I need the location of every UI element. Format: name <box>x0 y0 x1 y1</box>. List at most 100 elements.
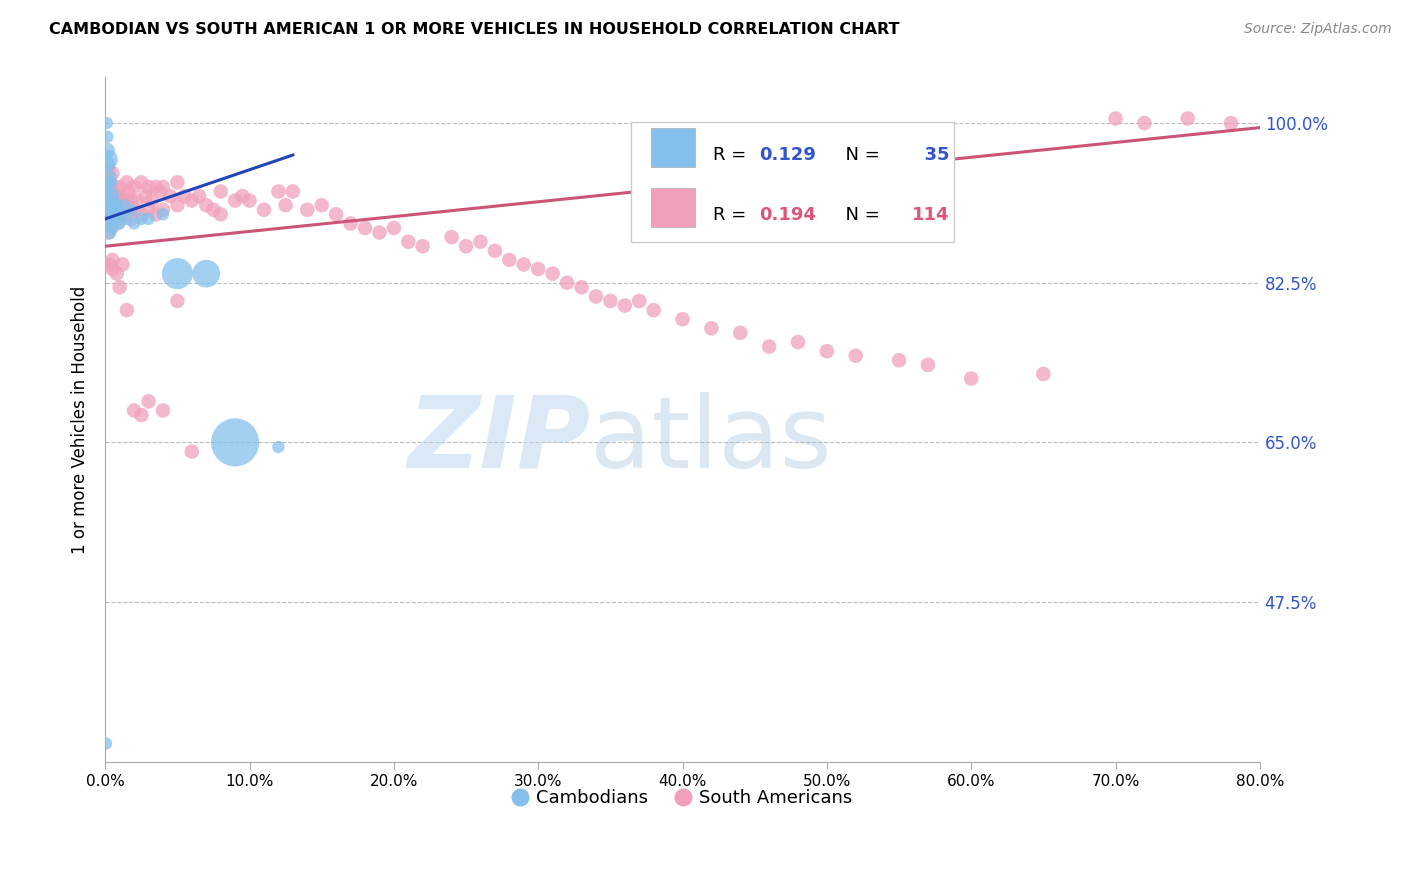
Point <box>110 207 132 221</box>
Point <box>111 258 134 272</box>
Point <box>98 189 121 203</box>
Point <box>103 207 125 221</box>
Point <box>138 202 160 217</box>
Point <box>787 334 810 349</box>
Point <box>166 198 188 212</box>
Point <box>96 144 118 158</box>
Point <box>114 207 136 221</box>
FancyBboxPatch shape <box>651 188 695 227</box>
Point <box>152 180 174 194</box>
Point <box>730 326 752 340</box>
Point <box>887 353 910 368</box>
Point <box>145 180 167 194</box>
Point <box>96 198 118 212</box>
Point <box>960 371 983 385</box>
Point <box>325 207 347 221</box>
Point <box>513 258 536 272</box>
Point <box>111 189 134 203</box>
Point <box>96 180 118 194</box>
Text: CAMBODIAN VS SOUTH AMERICAN 1 OR MORE VEHICLES IN HOUSEHOLD CORRELATION CHART: CAMBODIAN VS SOUTH AMERICAN 1 OR MORE VE… <box>49 22 900 37</box>
Point <box>120 211 142 226</box>
Point <box>97 170 120 185</box>
Text: ZIP: ZIP <box>408 392 591 489</box>
Point <box>98 207 121 221</box>
Point <box>412 239 434 253</box>
Point <box>117 185 139 199</box>
Point <box>267 440 290 454</box>
Point <box>152 207 174 221</box>
Point <box>122 202 145 217</box>
Point <box>129 207 152 221</box>
Point <box>238 194 260 208</box>
Point <box>339 216 361 230</box>
Point <box>173 189 195 203</box>
Point <box>96 216 118 230</box>
Point <box>484 244 506 258</box>
Point <box>145 207 167 221</box>
Point <box>224 194 246 208</box>
Point <box>98 198 121 212</box>
Point <box>96 157 118 171</box>
Point <box>98 198 121 212</box>
Point <box>97 161 120 176</box>
Point <box>98 226 121 240</box>
Point <box>470 235 492 249</box>
Point <box>98 258 121 272</box>
Point <box>105 216 128 230</box>
Text: R =: R = <box>713 146 752 164</box>
Point <box>129 175 152 189</box>
Point <box>1220 116 1243 130</box>
Point <box>100 207 122 221</box>
Point <box>700 321 723 335</box>
Point <box>209 185 232 199</box>
Point <box>555 276 578 290</box>
Point <box>195 198 218 212</box>
Point <box>180 444 202 458</box>
Point <box>354 221 377 235</box>
Point <box>97 194 120 208</box>
Legend: Cambodians, South Americans: Cambodians, South Americans <box>506 782 859 814</box>
Point <box>105 198 128 212</box>
Point <box>122 180 145 194</box>
Point <box>166 175 188 189</box>
Point <box>96 129 118 144</box>
Point <box>112 198 135 212</box>
Point <box>112 198 135 212</box>
Point <box>135 189 157 203</box>
Point <box>108 216 131 230</box>
Point <box>141 194 163 208</box>
Point <box>100 180 122 194</box>
Point <box>643 303 665 318</box>
Point <box>613 299 636 313</box>
FancyBboxPatch shape <box>651 128 695 168</box>
Point <box>253 202 276 217</box>
Point <box>96 116 118 130</box>
Point <box>297 202 319 217</box>
Point <box>110 194 132 208</box>
Text: Source: ZipAtlas.com: Source: ZipAtlas.com <box>1244 22 1392 37</box>
Point <box>138 211 160 226</box>
Point <box>100 175 122 189</box>
Point <box>396 235 419 249</box>
Point <box>180 194 202 208</box>
Point <box>129 211 152 226</box>
Point <box>101 252 124 267</box>
Point <box>188 189 211 203</box>
Point <box>758 340 780 354</box>
Point <box>120 202 142 217</box>
Point <box>138 394 160 409</box>
Point <box>454 239 477 253</box>
Point <box>101 262 124 277</box>
Point <box>103 202 125 217</box>
Point <box>97 211 120 226</box>
Point <box>815 344 838 359</box>
Point <box>125 194 148 208</box>
Point <box>571 280 593 294</box>
Point <box>107 202 129 217</box>
Point <box>311 198 333 212</box>
Point <box>122 216 145 230</box>
Point <box>166 293 188 308</box>
Point <box>671 312 693 326</box>
Point <box>281 185 304 199</box>
Point <box>97 153 120 167</box>
